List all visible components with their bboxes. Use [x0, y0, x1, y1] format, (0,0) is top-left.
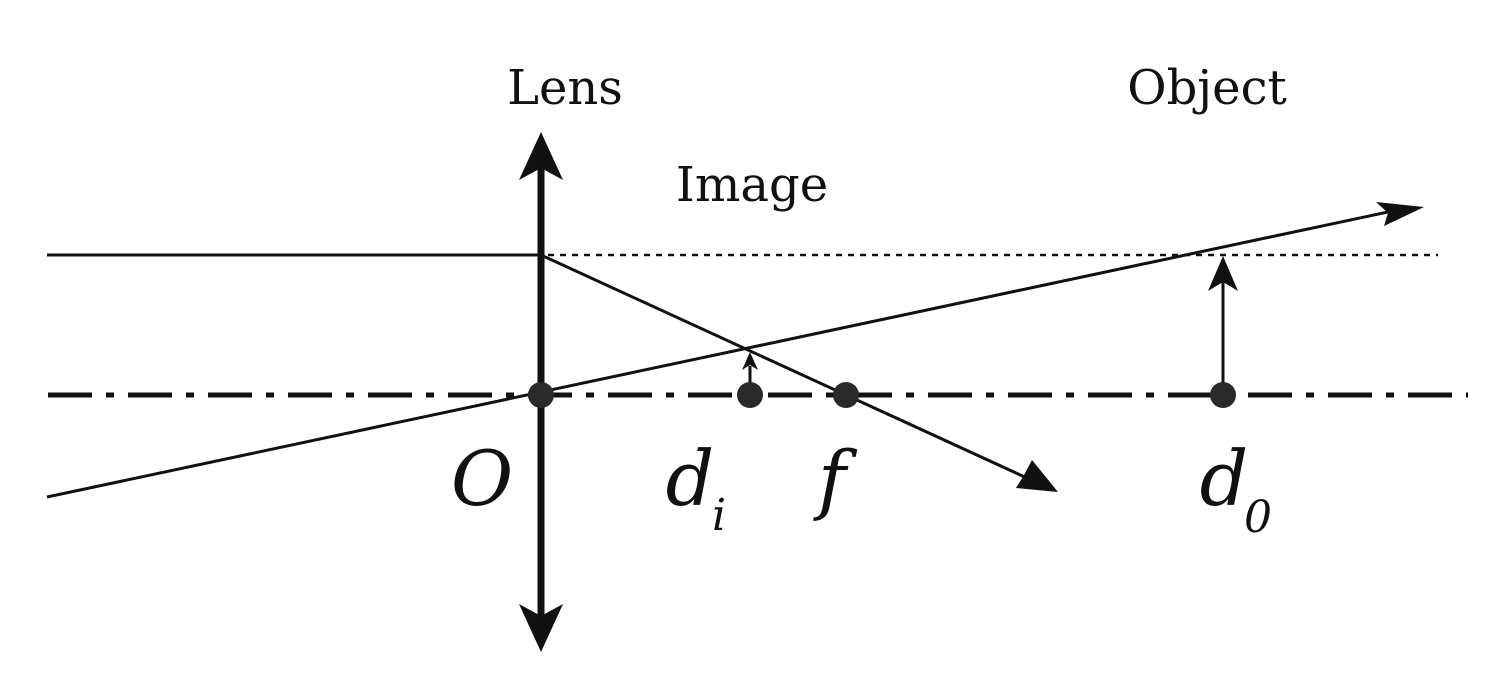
- lens-label: Lens: [507, 60, 623, 116]
- object-distance-label: d: [1200, 434, 1249, 523]
- chief-ray-arrowhead: [1376, 202, 1424, 226]
- focal-label: f: [813, 434, 858, 523]
- object-distance-subscript: 0: [1244, 492, 1272, 543]
- image-arrowhead: [742, 352, 758, 370]
- lens-bottom-arrowhead: [519, 604, 563, 652]
- image-distance-subscript: i: [712, 490, 726, 541]
- focal-point: [833, 382, 859, 408]
- object-point: [1210, 382, 1236, 408]
- image-distance-label: d: [666, 434, 715, 523]
- focal-ray-arrowhead: [1016, 460, 1058, 492]
- object-arrowhead: [1208, 256, 1238, 291]
- lens-top-arrowhead: [519, 132, 563, 180]
- image-label: Image: [676, 157, 828, 213]
- object-label: Object: [1127, 60, 1287, 116]
- origin-label: O: [451, 434, 513, 523]
- focal-ray: [540, 253, 1041, 486]
- origin-point: [528, 382, 554, 408]
- chief-ray: [46, 207, 1403, 499]
- image-point: [737, 382, 763, 408]
